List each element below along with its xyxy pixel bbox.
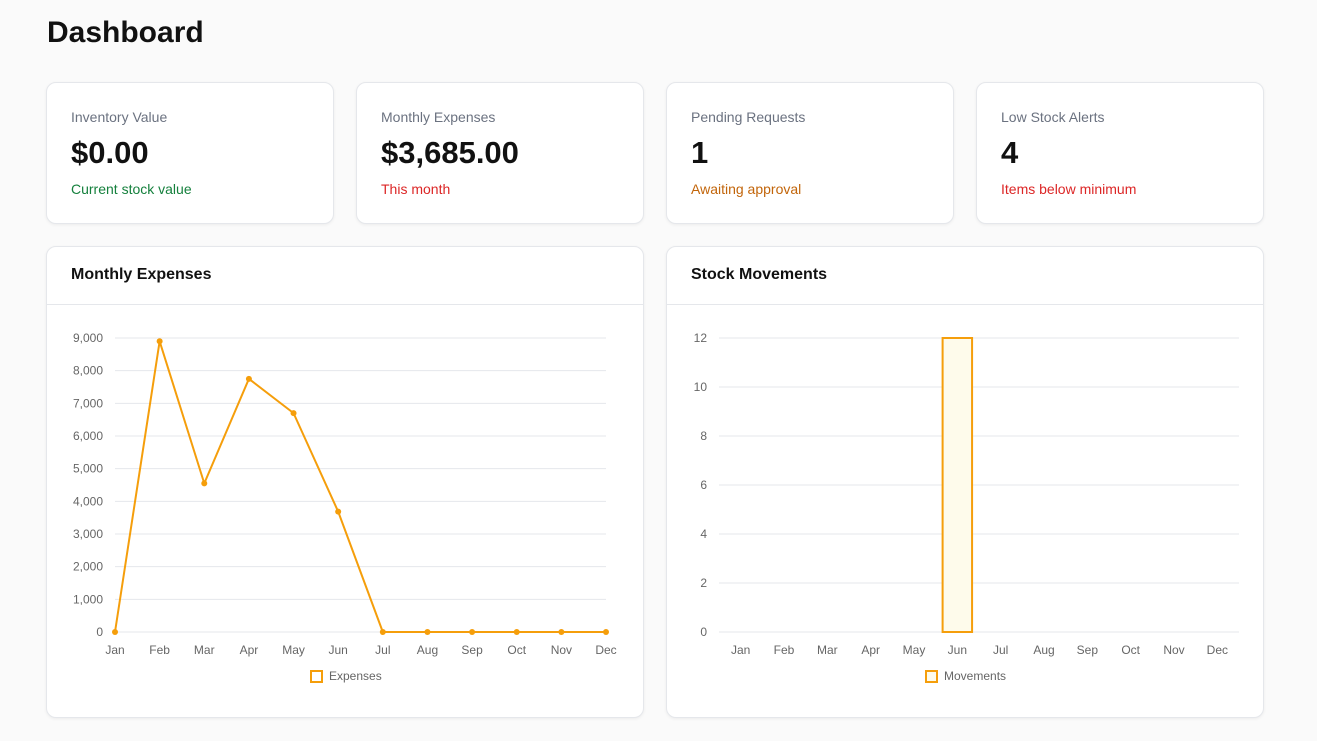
y-tick-label: 5,000 — [73, 462, 103, 476]
data-point — [469, 629, 476, 635]
x-tick-label: Oct — [1121, 643, 1140, 657]
x-tick-label: Dec — [595, 643, 616, 657]
x-tick-label: Nov — [1163, 643, 1184, 657]
x-tick-label: Apr — [240, 643, 259, 657]
expenses-line-chart: 0 1,000 2,000 3,000 4,000 5,000 6,000 7,000 8,00… — [73, 331, 617, 683]
x-tick-label: May — [903, 643, 926, 657]
expenses-chart-card: Monthly Expenses 0 1,000 2,000 3,000 4,000 5,… — [46, 246, 644, 718]
movements-bar-chart: 0 2 4 6 8 10 12 Jan Feb Mar Apr May Jun Jul Aug Sep Oct N… — [694, 331, 1239, 683]
x-tick-label: Aug — [1033, 643, 1054, 657]
y-tick-label: 12 — [694, 331, 708, 345]
legend-swatch — [310, 670, 323, 683]
x-tick-label: Sep — [1077, 643, 1099, 657]
x-tick-label: Jul — [375, 643, 390, 657]
data-point — [603, 629, 609, 635]
y-tick-label: 8,000 — [73, 364, 103, 378]
data-point — [156, 338, 163, 345]
data-point — [112, 629, 118, 635]
x-tick-label: Nov — [551, 643, 572, 657]
stat-card-low-stock-alerts: Low Stock Alerts 4 Items below minimum — [976, 82, 1264, 224]
stat-card-monthly-expenses: Monthly Expenses $3,685.00 This month — [356, 82, 644, 224]
legend-label: Movements — [944, 669, 1006, 683]
y-tick-label: 0 — [700, 625, 707, 639]
stat-label: Pending Requests — [691, 109, 806, 125]
x-tick-label: Sep — [461, 643, 483, 657]
data-point — [513, 629, 520, 635]
y-tick-label: 6 — [700, 478, 707, 492]
stat-label: Low Stock Alerts — [1001, 109, 1105, 125]
y-tick-label: 8 — [700, 429, 707, 443]
y-tick-label: 4,000 — [73, 494, 103, 508]
y-tick-label: 7,000 — [73, 396, 103, 410]
x-tick-label: Jul — [993, 643, 1008, 657]
data-point — [290, 410, 297, 417]
stat-value: $0.00 — [71, 135, 149, 170]
bar — [941, 337, 974, 633]
x-tick-label: Aug — [417, 643, 438, 657]
x-tick-label: Mar — [817, 643, 838, 657]
data-point — [201, 480, 208, 487]
stat-subtext: This month — [381, 181, 451, 197]
data-point — [558, 629, 565, 635]
stat-subtext: Awaiting approval — [691, 181, 802, 197]
y-tick-label: 2 — [700, 576, 707, 590]
y-tick-label: 1,000 — [73, 592, 103, 606]
stat-value: 1 — [691, 135, 709, 170]
data-point — [335, 508, 342, 515]
y-tick-label: 3,000 — [73, 527, 103, 541]
legend-swatch — [925, 670, 938, 683]
data-point — [379, 629, 386, 635]
page-title: Dashboard — [47, 16, 204, 49]
data-point — [245, 375, 252, 382]
y-tick-label: 9,000 — [73, 331, 103, 345]
x-tick-label: Dec — [1207, 643, 1228, 657]
x-tick-label: Apr — [861, 643, 880, 657]
stat-label: Inventory Value — [71, 109, 168, 125]
y-tick-label: 4 — [700, 527, 707, 541]
x-tick-label: Jan — [105, 643, 124, 657]
stat-value: 4 — [1001, 135, 1019, 170]
x-tick-label: Feb — [149, 643, 170, 657]
x-tick-label: Jun — [329, 643, 348, 657]
x-tick-label: Oct — [507, 643, 526, 657]
x-tick-label: Jun — [948, 643, 967, 657]
stat-subtext: Current stock value — [71, 181, 192, 197]
y-tick-label: 2,000 — [73, 560, 103, 574]
stat-card-inventory-value: Inventory Value $0.00 Current stock valu… — [46, 82, 334, 224]
data-point — [424, 629, 431, 635]
chart-title: Monthly Expenses — [47, 247, 643, 305]
stat-subtext: Items below minimum — [1001, 181, 1137, 197]
y-tick-label: 6,000 — [73, 429, 103, 443]
stat-card-pending-requests: Pending Requests 1 Awaiting approval — [666, 82, 954, 224]
x-tick-label: Jan — [731, 643, 750, 657]
series-line — [114, 340, 606, 633]
x-tick-label: Mar — [194, 643, 215, 657]
stat-value: $3,685.00 — [381, 135, 519, 170]
x-tick-label: Feb — [774, 643, 795, 657]
chart-title: Stock Movements — [667, 247, 1263, 305]
stat-label: Monthly Expenses — [381, 109, 496, 125]
legend-label: Expenses — [329, 669, 382, 683]
movements-chart-card: Stock Movements 0 2 4 6 8 10 12 Jan Feb Mar Apr May… — [666, 246, 1264, 718]
y-tick-label: 0 — [96, 625, 103, 639]
x-tick-label: May — [282, 643, 305, 657]
y-tick-label: 10 — [694, 380, 708, 394]
